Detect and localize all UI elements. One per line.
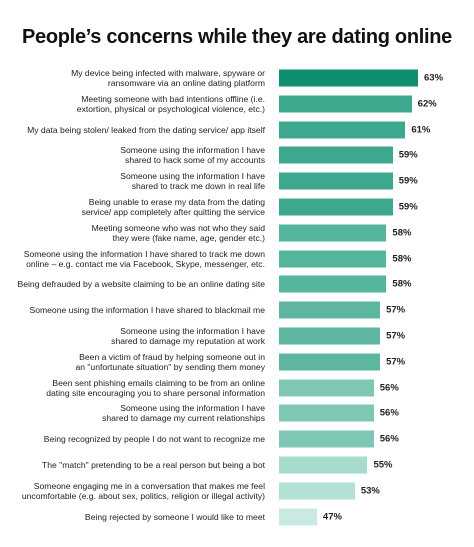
- category-label: Being unable to erase my data from the d…: [81, 197, 265, 217]
- value-label: 61%: [411, 124, 431, 136]
- category-label: Being recognized by people I do not want…: [43, 434, 265, 445]
- bar: [279, 353, 381, 371]
- category-label: My device being infected with malware, s…: [71, 68, 265, 88]
- value-label: 59%: [398, 149, 418, 161]
- category-label: Someone engaging me in a conversation th…: [21, 480, 265, 501]
- bar: [279, 172, 393, 190]
- category-label: Someone using the information I have sha…: [29, 305, 265, 316]
- category-label: Meeting someone with bad intentions offl…: [76, 93, 265, 114]
- bar: [279, 275, 387, 293]
- chart-title: People’s concerns while they are dating …: [21, 26, 453, 48]
- value-label: 58%: [392, 253, 412, 265]
- value-label: 56%: [379, 382, 399, 394]
- bar: [279, 146, 393, 164]
- bar: [279, 327, 381, 345]
- bar: [279, 379, 374, 397]
- bar: [279, 95, 412, 113]
- bar: [279, 250, 387, 268]
- value-label: 63%: [424, 72, 444, 84]
- bar: [279, 430, 374, 448]
- value-label: 56%: [379, 407, 399, 419]
- value-label: 56%: [379, 433, 399, 445]
- category-label: Someone using the information I have sha…: [120, 171, 265, 192]
- bar: [279, 508, 317, 526]
- category-label: My data being stolen/ leaked from the da…: [27, 124, 265, 135]
- value-label: 55%: [373, 459, 393, 471]
- bar: [279, 198, 393, 216]
- category-label: Someone using the information I have sha…: [120, 145, 265, 166]
- category-label: Someone using the information I have sha…: [102, 403, 265, 424]
- value-label: 58%: [392, 227, 412, 239]
- bar: [279, 301, 381, 319]
- value-label: 58%: [392, 278, 412, 290]
- value-label: 57%: [386, 304, 406, 316]
- category-label: Been a victim of fraud by helping someon…: [75, 351, 265, 372]
- bar: [279, 482, 355, 500]
- value-label: 62%: [417, 98, 437, 110]
- bar: [279, 224, 387, 242]
- category-label: Meeting someone who was not who they sai…: [91, 222, 265, 243]
- category-label: Someone using the information I have sha…: [23, 248, 265, 269]
- bar: [279, 121, 406, 139]
- value-label: 57%: [386, 330, 406, 342]
- value-label: 47%: [322, 511, 342, 523]
- bar: [279, 404, 374, 422]
- value-label: 59%: [398, 201, 418, 213]
- bar: [279, 69, 418, 87]
- category-label: Been sent phishing emails claiming to be…: [46, 377, 265, 398]
- category-label: Being defrauded by a website claiming to…: [17, 279, 265, 290]
- value-label: 59%: [398, 175, 418, 187]
- category-label: Being rejected by someone I would like t…: [84, 511, 265, 522]
- value-label: 53%: [360, 485, 380, 497]
- value-label: 57%: [386, 356, 406, 368]
- category-label: Someone using the information I have sha…: [111, 326, 265, 346]
- bar: [279, 456, 368, 474]
- category-label: The "match" pretending to be a real pers…: [41, 460, 265, 470]
